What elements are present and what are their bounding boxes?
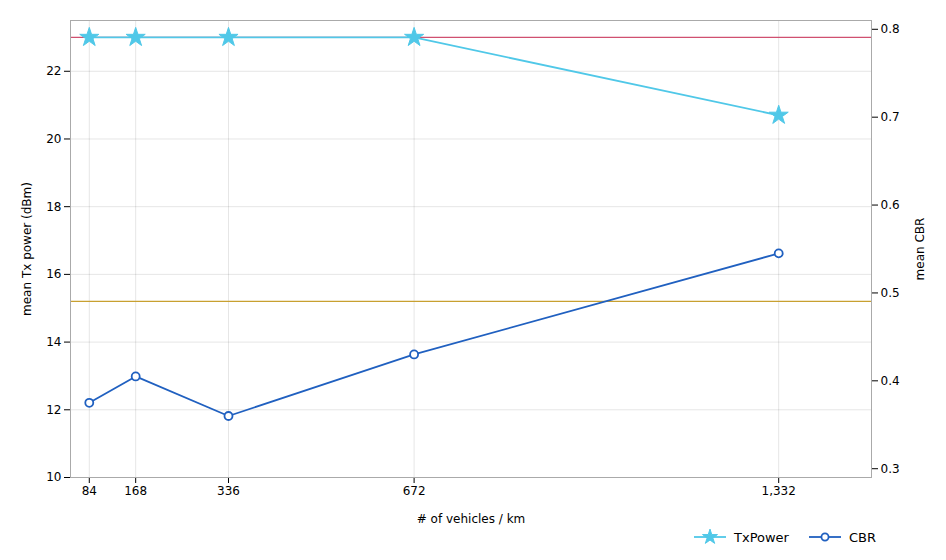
svg-text:16: 16 (46, 267, 61, 281)
svg-text:672: 672 (403, 484, 426, 498)
svg-text:18: 18 (46, 200, 61, 214)
svg-text:1,332: 1,332 (762, 484, 796, 498)
svg-text:22: 22 (46, 64, 61, 78)
svg-text:10: 10 (46, 470, 61, 484)
svg-text:168: 168 (124, 484, 147, 498)
svg-text:# of vehicles / km: # of vehicles / km (417, 512, 526, 526)
svg-text:0.4: 0.4 (881, 374, 900, 388)
svg-text:14: 14 (46, 335, 61, 349)
svg-text:mean CBR: mean CBR (913, 218, 927, 281)
svg-text:336: 336 (217, 484, 240, 498)
html-text:TxPower: TxPower (734, 529, 789, 545)
svg-text:0.7: 0.7 (881, 110, 900, 124)
svg-text:0.3: 0.3 (881, 462, 900, 476)
svg-text:0.6: 0.6 (881, 198, 900, 212)
svg-text:0.8: 0.8 (881, 22, 900, 36)
svg-text:12: 12 (46, 403, 61, 417)
svg-text:20: 20 (46, 132, 61, 146)
html-text:CBR: CBR (849, 529, 876, 545)
svg-text:84: 84 (82, 484, 97, 498)
svg-text:mean Tx power (dBm): mean Tx power (dBm) (20, 182, 34, 316)
svg-text:0.5: 0.5 (881, 286, 900, 300)
